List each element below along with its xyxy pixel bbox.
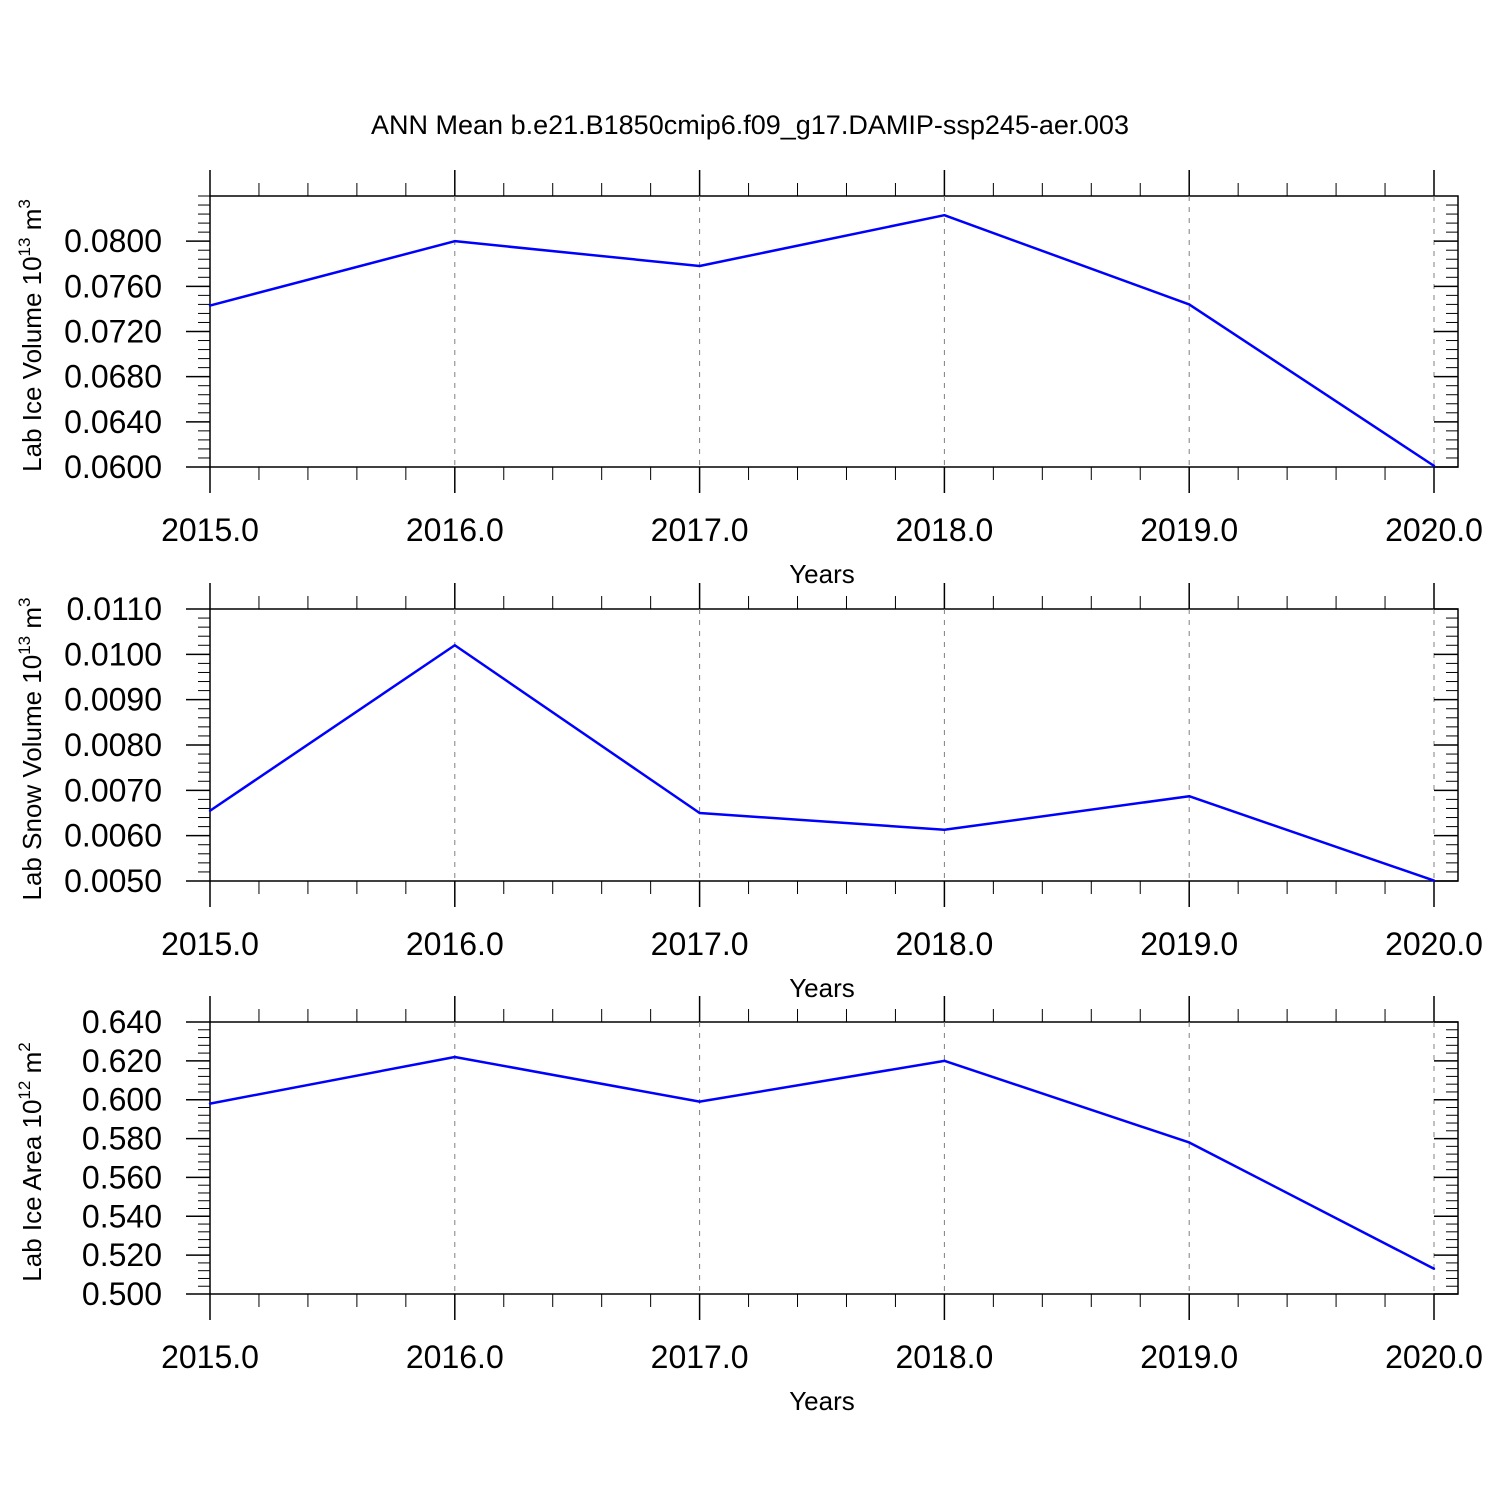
chart-panel-3: 0.5000.5200.5400.5600.5800.6000.6200.640… bbox=[15, 996, 1483, 1416]
panels: 0.0600 0.0640 0.0680 0.0720 0.0760 0.0800 2015… bbox=[15, 170, 1483, 1416]
y-axis-label: Lab Ice Area 1012 m2 bbox=[15, 1042, 47, 1281]
data-point bbox=[453, 239, 456, 243]
chart-panel-2: 0.0050 0.0060 0.0070 0.0080 0.0090 0.0100 0.01… bbox=[15, 583, 1483, 1003]
data-point bbox=[453, 1055, 456, 1059]
x-tick-label: 2020.0 bbox=[1385, 512, 1483, 548]
x-tick-label: 2015.0 bbox=[161, 512, 259, 548]
y-tick-label: 0.0110 bbox=[67, 591, 163, 627]
series-line bbox=[209, 213, 1435, 467]
data-point bbox=[1188, 795, 1191, 798]
y-tick-label: 0.600 bbox=[82, 1082, 162, 1118]
y-axis-label: Lab Ice Volume 1013 m3 bbox=[15, 199, 47, 472]
x-tick-label: 2016.0 bbox=[406, 926, 504, 962]
y-tick-label: 0.0760 bbox=[64, 268, 162, 304]
chart-panel-1: 0.0600 0.0640 0.0680 0.0720 0.0760 0.0800 2015… bbox=[15, 170, 1483, 589]
x-tick-label: 2020.0 bbox=[1385, 1339, 1483, 1375]
x-tick-label: 2018.0 bbox=[895, 512, 993, 548]
x-tick-label: 2019.0 bbox=[1140, 926, 1238, 962]
x-tick-label: 2015.0 bbox=[161, 1339, 259, 1375]
series-line bbox=[209, 644, 1435, 882]
data-point bbox=[698, 811, 701, 815]
x-axis-label: Years bbox=[789, 559, 855, 589]
y-tick-label: 0.0640 bbox=[64, 404, 162, 440]
y-tick-label: 0.0680 bbox=[64, 359, 162, 395]
plot-frame bbox=[209, 608, 1459, 882]
y-tick-label: 0.580 bbox=[82, 1121, 162, 1157]
data-point bbox=[1188, 303, 1191, 306]
y-tick-label: 0.0070 bbox=[64, 772, 162, 808]
plot-frame bbox=[209, 195, 1459, 468]
x-tick-label: 2018.0 bbox=[895, 926, 993, 962]
y-tick-label: 0.0720 bbox=[64, 314, 162, 350]
plot-frame bbox=[209, 1021, 1459, 1295]
series-line bbox=[209, 1055, 1435, 1270]
x-tick-label: 2017.0 bbox=[651, 926, 749, 962]
y-tick-label: 0.500 bbox=[82, 1276, 162, 1312]
x-axis-label: Years bbox=[789, 973, 855, 1003]
data-point bbox=[1432, 1267, 1436, 1270]
data-point bbox=[1432, 879, 1436, 882]
data-point bbox=[453, 644, 456, 647]
y-tick-label: 0.0600 bbox=[64, 449, 162, 485]
data-point bbox=[698, 264, 701, 268]
y-tick-label: 0.0060 bbox=[64, 818, 162, 854]
y-tick-label: 0.560 bbox=[82, 1159, 162, 1195]
y-tick-label: 0.0800 bbox=[64, 223, 162, 259]
data-point bbox=[208, 1102, 212, 1105]
y-tick-label: 0.520 bbox=[82, 1237, 162, 1273]
y-tick-label: 0.0090 bbox=[64, 682, 162, 718]
y-tick-label: 0.0050 bbox=[64, 863, 162, 899]
data-point bbox=[208, 809, 212, 812]
x-tick-label: 2019.0 bbox=[1140, 512, 1238, 548]
figure-title: ANN Mean b.e21.B1850cmip6.f09_g17.DAMIP-… bbox=[371, 110, 1129, 140]
x-axis-label: Years bbox=[789, 1386, 855, 1416]
y-tick-label: 0.620 bbox=[82, 1043, 162, 1079]
data-point bbox=[943, 828, 946, 831]
x-tick-label: 2017.0 bbox=[651, 1339, 749, 1375]
data-point bbox=[208, 304, 212, 307]
data-point bbox=[698, 1100, 701, 1103]
y-tick-label: 0.540 bbox=[82, 1198, 162, 1234]
y-tick-label: 0.0080 bbox=[64, 727, 162, 763]
x-tick-label: 2016.0 bbox=[406, 512, 504, 548]
y-axis-label: Lab Snow Volume 1013 m3 bbox=[15, 597, 47, 900]
data-point bbox=[1188, 1141, 1191, 1144]
x-tick-label: 2020.0 bbox=[1385, 926, 1483, 962]
y-tick-label: 0.640 bbox=[82, 1004, 162, 1040]
x-tick-label: 2018.0 bbox=[895, 1339, 993, 1375]
data-point bbox=[943, 1059, 946, 1063]
data-point bbox=[943, 213, 946, 217]
x-tick-label: 2015.0 bbox=[161, 926, 259, 962]
x-tick-label: 2019.0 bbox=[1140, 1339, 1238, 1375]
x-tick-label: 2016.0 bbox=[406, 1339, 504, 1375]
x-tick-label: 2017.0 bbox=[651, 512, 749, 548]
y-tick-label: 0.0100 bbox=[64, 636, 162, 672]
data-point bbox=[1432, 464, 1436, 468]
